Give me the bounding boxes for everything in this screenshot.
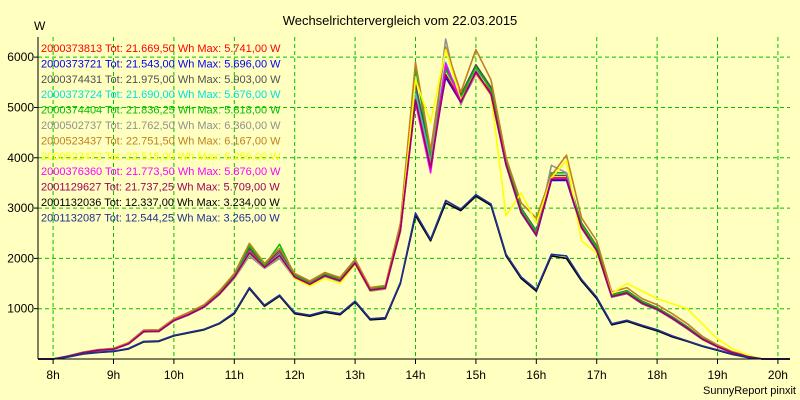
credit-label: SunnyReport pinxit [703, 385, 796, 397]
x-tick-label: 17h [587, 368, 607, 382]
x-tick-label: 18h [647, 368, 667, 382]
y-tick-label: 6000 [7, 50, 34, 64]
y-tick-label: 3000 [7, 201, 34, 215]
legend-entry: 2000374404 Tot: 21.836,25 Wh Max: 5.818,… [41, 105, 281, 117]
y-axis-unit-label: W [34, 19, 46, 33]
x-tick-label: 15h [466, 368, 486, 382]
y-tick-label: 1000 [7, 302, 34, 316]
tick-labels: 1000 2000 3000 4000 5000 6000 8h 9h 10h 11h 12h 13h… [7, 50, 788, 382]
axes [34, 37, 790, 364]
x-tick-label: 13h [345, 368, 365, 382]
x-tick-label: 11h [225, 368, 244, 382]
y-tick-label: 4000 [7, 151, 34, 165]
series-lines [38, 38, 790, 360]
series-line [38, 46, 790, 360]
legend-entry: 2000373724 Tot: 21.690,00 Wh Max: 5.676,… [41, 89, 281, 101]
legend-entry: 2001132087 Tot: 12.544,25 Wh Max: 3.265,… [41, 212, 280, 224]
x-tick-label: 14h [405, 368, 425, 382]
legend-entry: 2001132036 Tot: 12.337,00 Wh Max: 3.234,… [41, 197, 280, 209]
legend-entry: 2000523472 Tot: 22.515,00 Wh Max: 6.256,… [41, 151, 281, 163]
legend-entry: 2000376360 Tot: 21.773,50 Wh Max: 5.876,… [41, 166, 281, 178]
x-tick-label: 10h [164, 368, 184, 382]
legend-entry: 2000523437 Tot: 22.751,50 Wh Max: 6.167,… [41, 135, 281, 147]
legend-entry: 2000502737 Tot: 21.762,50 Wh Max: 6.360,… [41, 120, 281, 132]
chart-title: Wechselrichtervergleich vom 22.03.2015 [283, 13, 518, 28]
x-tick-label: 16h [526, 368, 546, 382]
y-tick-label: 2000 [7, 251, 34, 265]
x-tick-label: 12h [285, 368, 305, 382]
legend-entry: 2000373813 Tot: 21.669,50 Wh Max: 5.741,… [41, 43, 281, 55]
x-tick-label: 8h [46, 368, 59, 382]
x-tick-label: 9h [107, 368, 120, 382]
legend-entry: 2001129627 Tot: 21.737,25 Wh Max: 5.709,… [41, 182, 280, 194]
legend-entry: 2000374431 Tot: 21.975,00 Wh Max: 5.903,… [41, 74, 281, 86]
series-line [38, 193, 790, 360]
legend: 2000373813 Tot: 21.669,50 Wh Max: 5.741,… [41, 43, 281, 224]
y-tick-label: 5000 [7, 100, 34, 114]
x-tick-label: 19h [708, 368, 728, 382]
series-line [38, 71, 790, 360]
x-tick-label: 20h [768, 368, 788, 382]
legend-entry: 2000373721 Tot: 21.543,00 Wh Max: 5.696,… [41, 58, 281, 70]
